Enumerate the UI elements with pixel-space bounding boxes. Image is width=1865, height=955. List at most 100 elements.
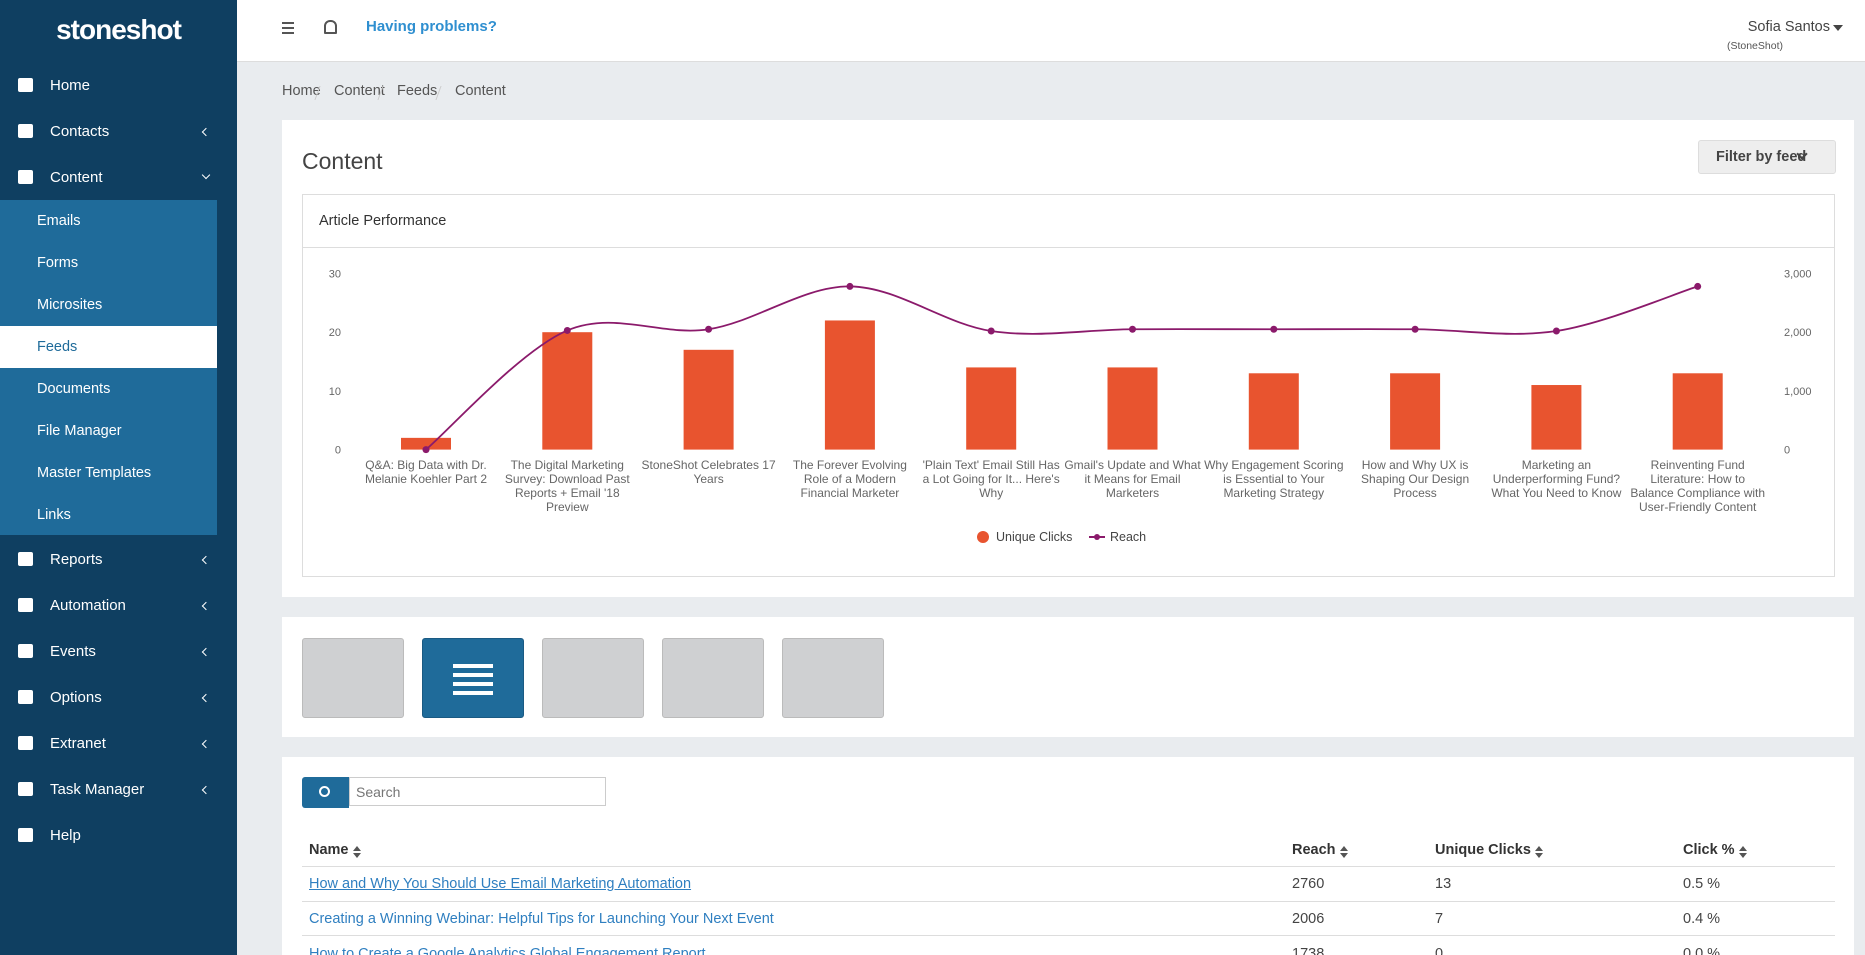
user-caret[interactable]	[1833, 25, 1843, 31]
table-cell: 2006	[1292, 911, 1325, 927]
nav-item[interactable]: Home	[0, 64, 237, 108]
bar	[1107, 367, 1158, 450]
reach-line	[425, 285, 1698, 451]
table-cell: 0	[1435, 946, 1444, 955]
nav-label: Extranet	[50, 735, 106, 752]
submenu-item[interactable]: Links	[0, 494, 217, 536]
column-header[interactable]: Unique Clicks	[1435, 840, 1543, 860]
y-tick-label: 20	[329, 327, 341, 339]
chart: 0 10 20 30 0 1,000 2,000 3,000 Unique Clicks Reac…	[329, 269, 1812, 545]
nav-chevron	[201, 647, 211, 657]
y2-tick-label: 1,000	[1784, 386, 1812, 398]
column-label: Name	[309, 842, 349, 858]
nav-icon	[18, 690, 33, 704]
logo[interactable]: stoneshot	[56, 14, 182, 45]
nav-chevron	[201, 127, 211, 137]
nav-label: Task Manager	[50, 781, 145, 798]
nav-icon	[18, 598, 33, 612]
submenu-label: Links	[37, 507, 71, 523]
nav-label: Events	[50, 643, 96, 660]
view-panel	[282, 617, 1854, 737]
submenu-item[interactable]: Forms	[0, 242, 217, 284]
nav-item[interactable]: Automation	[0, 584, 237, 628]
legend-label: Reach	[1110, 530, 1146, 544]
nav-icon	[18, 552, 33, 566]
send-tab[interactable]	[662, 638, 764, 718]
x-tick-label: The Forever Evolving Role of a Modern Fi…	[792, 458, 907, 500]
reach-point	[1411, 325, 1419, 333]
x-tick-label: The Digital Marketing Survey: Download P…	[504, 458, 630, 514]
x-tick-label: Q&A: Big Data with Dr. Melanie Koehler P…	[364, 458, 488, 486]
chart-title: Article Performance	[319, 213, 447, 229]
column-header[interactable]: Name	[309, 840, 361, 860]
nav-icon	[18, 828, 33, 842]
nav-item[interactable]: Options	[0, 676, 237, 720]
nav-label: Automation	[50, 597, 126, 614]
help-link[interactable]: Having problems?	[366, 18, 497, 35]
nav-item[interactable]: Reports	[0, 538, 237, 582]
nav-chevron	[201, 601, 211, 611]
column-header[interactable]: Click %	[1683, 840, 1747, 860]
bar	[966, 367, 1017, 450]
x-tick-label: 'Plain Text' Email Still Has a Lot Going…	[922, 458, 1060, 500]
tag-tab[interactable]	[542, 638, 644, 718]
filter-label: Filter by feed	[1716, 149, 1807, 165]
column-label: Reach	[1292, 842, 1336, 858]
reach-point	[422, 446, 430, 454]
list-tab[interactable]	[422, 638, 524, 718]
rss-tab[interactable]	[302, 638, 404, 718]
bar	[1672, 373, 1723, 450]
page-title: Content	[302, 148, 383, 174]
nav-item[interactable]: Task Manager	[0, 768, 237, 812]
bar	[542, 332, 593, 450]
submenu-item[interactable]: Documents	[0, 368, 217, 410]
bar	[1390, 373, 1441, 450]
bar	[401, 437, 451, 450]
reach-point	[563, 326, 571, 334]
chart-box: Article Performance 0 10 20 30 0 1,000 2,000 3,…	[302, 194, 1835, 577]
article-link[interactable]: Creating a Winning Webinar: Helpful Tips…	[309, 911, 774, 927]
legend-marker	[1094, 534, 1100, 540]
article-link[interactable]: How to Create a Google Analytics Global …	[309, 946, 706, 955]
nav-chevron	[201, 555, 211, 565]
submenu-label: Documents	[37, 381, 111, 397]
submenu-label: Microsites	[37, 297, 103, 313]
user-name[interactable]: Sofia Santos	[1747, 19, 1830, 35]
bar	[1531, 385, 1582, 450]
x-tick-label: Marketing an Underperforming Fund? What …	[1491, 458, 1622, 500]
column-label: Click %	[1683, 842, 1735, 858]
search-input[interactable]	[349, 777, 606, 806]
notifications[interactable]	[324, 20, 337, 34]
menu-toggle[interactable]	[282, 22, 294, 24]
breadcrumb-item[interactable]: Content	[334, 83, 385, 99]
submenu-item[interactable]: Master Templates	[0, 452, 217, 494]
breadcrumb-item[interactable]: Home	[282, 83, 321, 99]
search-button[interactable]	[302, 777, 349, 808]
nav-item[interactable]: Extranet	[0, 722, 237, 766]
nav-item[interactable]: Help	[0, 814, 237, 858]
column-header[interactable]: Reach	[1292, 840, 1348, 860]
breadcrumb-item[interactable]: Feeds	[397, 83, 438, 99]
nav-item[interactable]: Contacts	[0, 110, 237, 154]
x-tick-label: Why Engagement Scoring is Essential to Y…	[1204, 458, 1344, 500]
x-tick-label: How and Why UX is Shaping Our Design Pro…	[1361, 458, 1470, 500]
nav-item[interactable]: Content	[0, 156, 237, 200]
submenu-item[interactable]: File Manager	[0, 410, 217, 452]
submenu-item[interactable]: Feeds	[0, 326, 217, 368]
bar	[683, 349, 734, 450]
submenu-item[interactable]: Microsites	[0, 284, 217, 326]
nav-label: Content	[50, 169, 103, 186]
filter-button[interactable]: Filter by feed	[1698, 140, 1836, 174]
table-cell: 0.0 %	[1683, 946, 1721, 955]
nav-label: Contacts	[50, 123, 110, 140]
list-icon	[453, 664, 493, 668]
nav-item[interactable]: Events	[0, 630, 237, 674]
submenu-item[interactable]: Emails	[0, 200, 217, 242]
sidebar: stoneshot Emails Forms Microsites Feeds Docu…	[0, 0, 237, 955]
legend-marker	[977, 531, 989, 543]
y2-tick-label: 3,000	[1784, 269, 1812, 281]
article-link[interactable]: How and Why You Should Use Email Marketi…	[309, 876, 692, 892]
reach-point	[1552, 327, 1560, 335]
group-tab[interactable]	[782, 638, 884, 718]
